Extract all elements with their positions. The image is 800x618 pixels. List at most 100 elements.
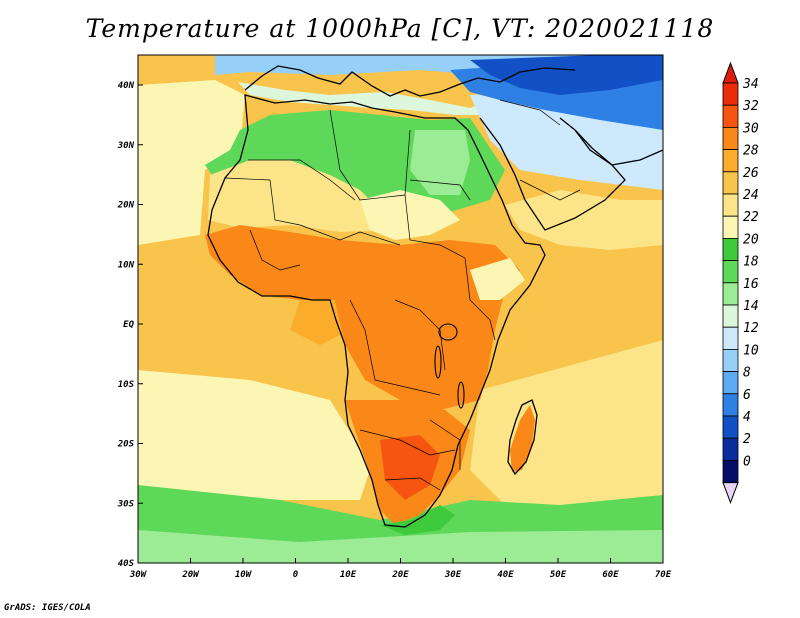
colorbar-swatch [722, 104, 739, 128]
colorbar-label: 0 [743, 454, 751, 469]
country-border [249, 229, 301, 271]
country-border [409, 179, 471, 201]
lon-tick-label: 20W [181, 570, 200, 580]
lon-tick-label: 20E [391, 570, 409, 580]
colorbar-swatch [722, 193, 739, 217]
lon-tick-label: 30E [444, 570, 462, 580]
colorbar-label: 34 [742, 77, 759, 92]
gulf-of-guinea-ocean [290, 300, 350, 345]
lat-tick-label: 20S [117, 440, 135, 450]
colorbar-swatch [722, 171, 739, 195]
colorbar-label: 32 [742, 99, 759, 114]
south-atlantic-mid [138, 370, 370, 500]
lat-tick-label: 40S [118, 559, 135, 569]
madagascar [510, 405, 535, 472]
lat-tick-label: 20N [117, 201, 135, 211]
colorbar-under-arrow [722, 482, 739, 505]
lat-tick-label: 30S [117, 499, 135, 509]
country-border [404, 194, 466, 259]
lon-tick-label: 10E [340, 570, 357, 580]
colorbar-swatch [722, 371, 739, 395]
arabia-coastline [479, 117, 626, 231]
lat-tick-label: 40N [118, 81, 135, 91]
black-caspian [470, 55, 663, 95]
central-sahara [360, 190, 460, 240]
colorbar-label: 10 [743, 343, 759, 358]
colorbar-label: 26 [743, 166, 759, 181]
sahel [205, 225, 520, 300]
axis-ticks: 30W 20W 10W 0 10E 20E 30E 40E 50E 60E 70E 40N 30N 20N… [117, 81, 672, 580]
colorbar-label: 16 [743, 277, 759, 292]
country-border [464, 257, 496, 341]
colorbar-label: 30 [742, 121, 759, 136]
colorbar-label: 28 [743, 144, 759, 159]
country-border [429, 419, 461, 470]
country-border [349, 299, 441, 396]
colorbar-swatch [722, 127, 739, 151]
map-title: Temperature at 1000hPa [C], VT: 20200211… [85, 14, 715, 43]
colorbar-swatch [722, 304, 739, 328]
colorbar-swatch [722, 326, 739, 350]
south-indian-ocean [470, 340, 663, 520]
lon-tick-label: 50E [550, 570, 567, 580]
colorbar-label: 12 [743, 321, 759, 336]
country-border [519, 179, 581, 201]
lon-tick-label: 30W [129, 570, 148, 580]
country-border [499, 99, 561, 126]
colorbar-swatch [722, 260, 739, 284]
colorbar-swatch [722, 82, 739, 106]
country-border [248, 159, 356, 201]
country-border [299, 224, 401, 246]
colorbar-swatch [722, 437, 739, 461]
lon-tick-label: 60E [602, 570, 619, 580]
gulf-coastline [574, 129, 664, 166]
colorbar-label: 2 [743, 432, 751, 447]
colorbar-swatch [722, 393, 739, 417]
coastlines [207, 65, 664, 528]
kalahari-core [380, 435, 440, 500]
colorbar-label: 8 [743, 366, 751, 381]
colorbar-label: 24 [743, 188, 759, 203]
country-border [359, 429, 456, 456]
colorbar-swatch [722, 459, 739, 483]
country-border [224, 177, 301, 226]
colorbar-swatch [722, 237, 739, 261]
colorbar-label: 14 [743, 299, 759, 314]
africa-coastline [207, 94, 546, 528]
lon-tick-label: 0 [293, 570, 299, 580]
lake-victoria [438, 323, 458, 341]
lon-tick-label: 40E [497, 570, 514, 580]
temperature-field [138, 55, 663, 563]
western-sahara [208, 160, 390, 232]
lake-tanganyika [434, 345, 442, 379]
europe-coastline [244, 65, 576, 97]
east-africa-highlands [470, 258, 525, 300]
mediterranean-sea [238, 82, 490, 115]
colorbar-label: 4 [743, 410, 751, 425]
colorbar-label: 18 [743, 255, 759, 270]
country-border [394, 299, 446, 371]
lat-tick-label: 30N [117, 141, 135, 151]
colorbar-swatch [722, 149, 739, 173]
colorbar-label: 20 [743, 232, 759, 247]
far-south [138, 530, 663, 563]
lat-tick-label: 10N [118, 260, 135, 270]
colorbar-label: 22 [743, 210, 759, 225]
country-border [329, 109, 411, 201]
arabia-south [505, 190, 663, 250]
lake-malawi [457, 381, 465, 409]
country-borders [224, 99, 581, 491]
grads-credit: GrADS: IGES/COLA [4, 603, 91, 613]
lat-tick-label: EQ [123, 320, 134, 330]
lat-tick-label: 10S [118, 380, 135, 390]
country-border [384, 477, 441, 491]
eastern-sahara-egypt [410, 130, 470, 195]
lakes [434, 323, 465, 409]
central-africa [335, 290, 505, 410]
colorbar-swatch [722, 415, 739, 439]
madagascar-coastline [507, 399, 538, 476]
colorbar-swatch [722, 348, 739, 372]
colorbar-swatch [722, 282, 739, 306]
